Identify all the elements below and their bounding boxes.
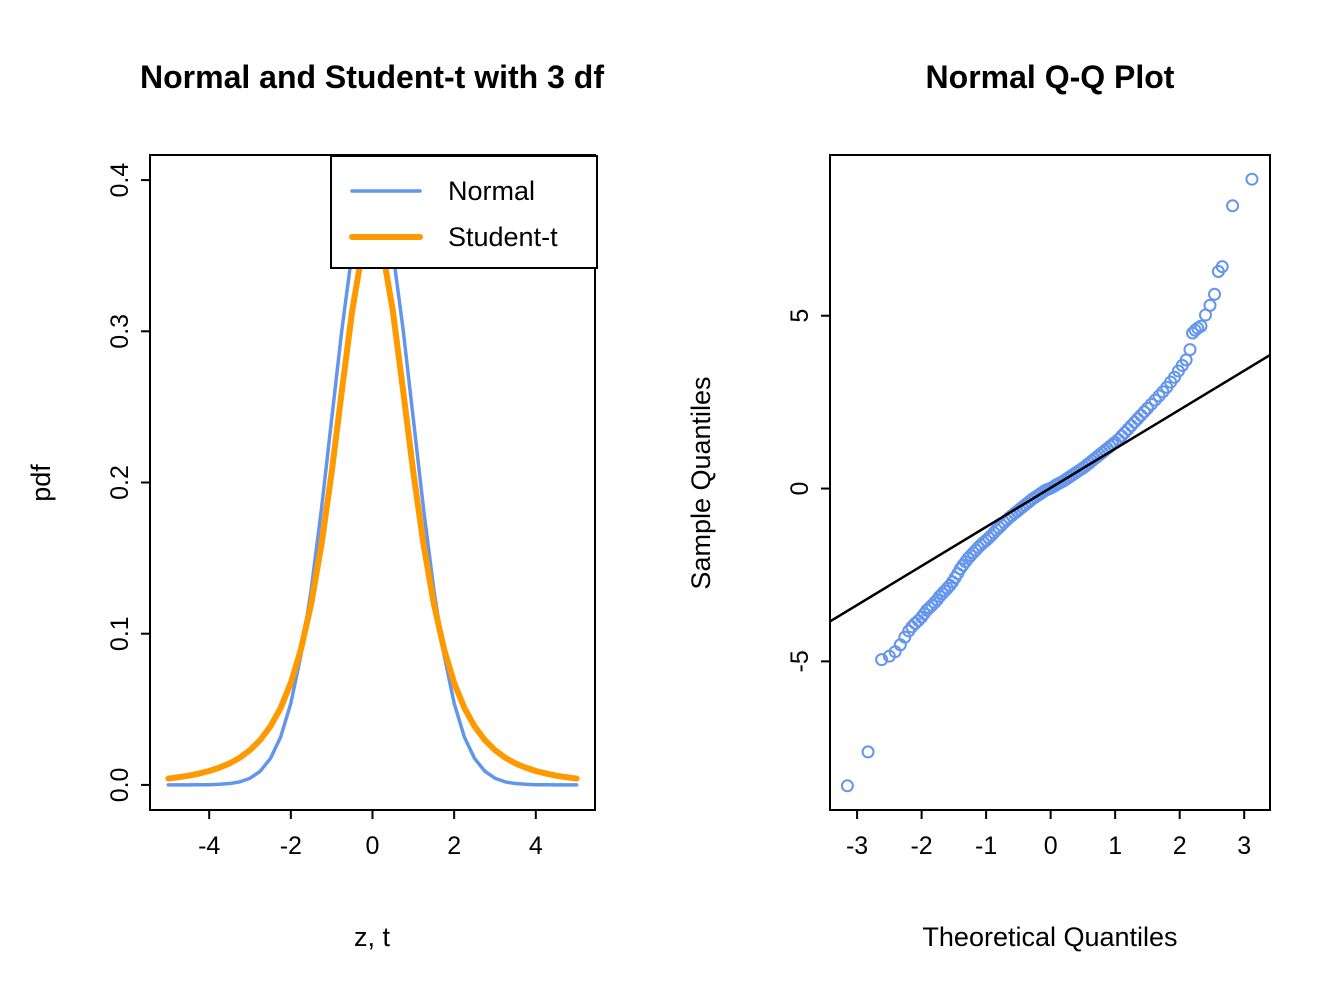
- density-plot-title: Normal and Student-t with 3 df: [140, 59, 604, 95]
- qq-plot-ylabel: Sample Quantiles: [686, 376, 716, 589]
- y-tick-label: -5: [786, 650, 814, 672]
- x-tick-label: 3: [1237, 832, 1251, 860]
- x-tick-label: -4: [198, 832, 220, 860]
- qq-point: [1183, 343, 1197, 357]
- qq-point: [1215, 260, 1229, 274]
- x-tick-label: -3: [846, 832, 868, 860]
- qq-plot-xlabel: Theoretical Quantiles: [922, 922, 1177, 952]
- qq-point: [1208, 287, 1222, 301]
- y-tick-label: 0.1: [106, 616, 134, 651]
- qq-point: [861, 745, 875, 759]
- x-tick-label: 0: [1044, 832, 1058, 860]
- density-plot-ylabel: pdf: [26, 464, 56, 502]
- qq-point: [1194, 319, 1208, 333]
- density-plot-xlabel: z, t: [354, 922, 391, 952]
- y-tick-label: 5: [786, 309, 814, 323]
- x-tick-label: 0: [366, 832, 380, 860]
- qq-plot-title: Normal Q-Q Plot: [926, 59, 1175, 95]
- qq-plot: -3 -2 -1 0 1 2 3 -5 0 5: [786, 154, 1271, 860]
- qq-point: [1245, 172, 1259, 186]
- density-plot: -4 -2 0 2 4 0.0 0.1 0.2 0.3 0.4 Normal Student-t: [106, 154, 598, 860]
- y-tick-label: 0: [786, 482, 814, 496]
- legend-label: Normal: [448, 176, 535, 206]
- qq-point: [1148, 393, 1162, 407]
- density-curve-student-t: [165, 226, 580, 782]
- qq-point: [1137, 405, 1151, 419]
- qq-point: [1134, 408, 1148, 422]
- qq-point: [1226, 199, 1240, 213]
- qq-point: [1144, 397, 1158, 411]
- y-tick-label: 0.0: [106, 768, 134, 803]
- qq-point: [1121, 422, 1135, 436]
- y-tick-label: 0.2: [106, 465, 134, 500]
- qq-point: [1111, 432, 1125, 446]
- qq-point: [1152, 389, 1166, 403]
- y-tick-label: 0.4: [106, 163, 134, 198]
- y-tick-label: 0.3: [106, 314, 134, 349]
- qq-point: [1118, 426, 1132, 440]
- qq-point: [1203, 298, 1217, 312]
- qq-point: [1131, 412, 1145, 426]
- x-tick-label: -2: [910, 832, 932, 860]
- x-tick-label: 1: [1108, 832, 1122, 860]
- legend-label: Student-t: [448, 222, 558, 252]
- qq-point: [1124, 419, 1138, 433]
- qq-point: [1115, 429, 1129, 443]
- qq-point: [875, 653, 889, 667]
- x-tick-label: 2: [1173, 832, 1187, 860]
- x-tick-label: -2: [280, 832, 302, 860]
- qq-reference-line: [829, 353, 1271, 623]
- x-tick-label: 4: [529, 832, 543, 860]
- qq-point: [840, 779, 854, 793]
- qq-point: [1128, 415, 1142, 429]
- qq-point: [1140, 401, 1154, 415]
- x-tick-label: -1: [975, 832, 997, 860]
- density-curve-normal: [166, 180, 579, 787]
- x-tick-label: 2: [447, 832, 461, 860]
- legend-box: [330, 155, 598, 269]
